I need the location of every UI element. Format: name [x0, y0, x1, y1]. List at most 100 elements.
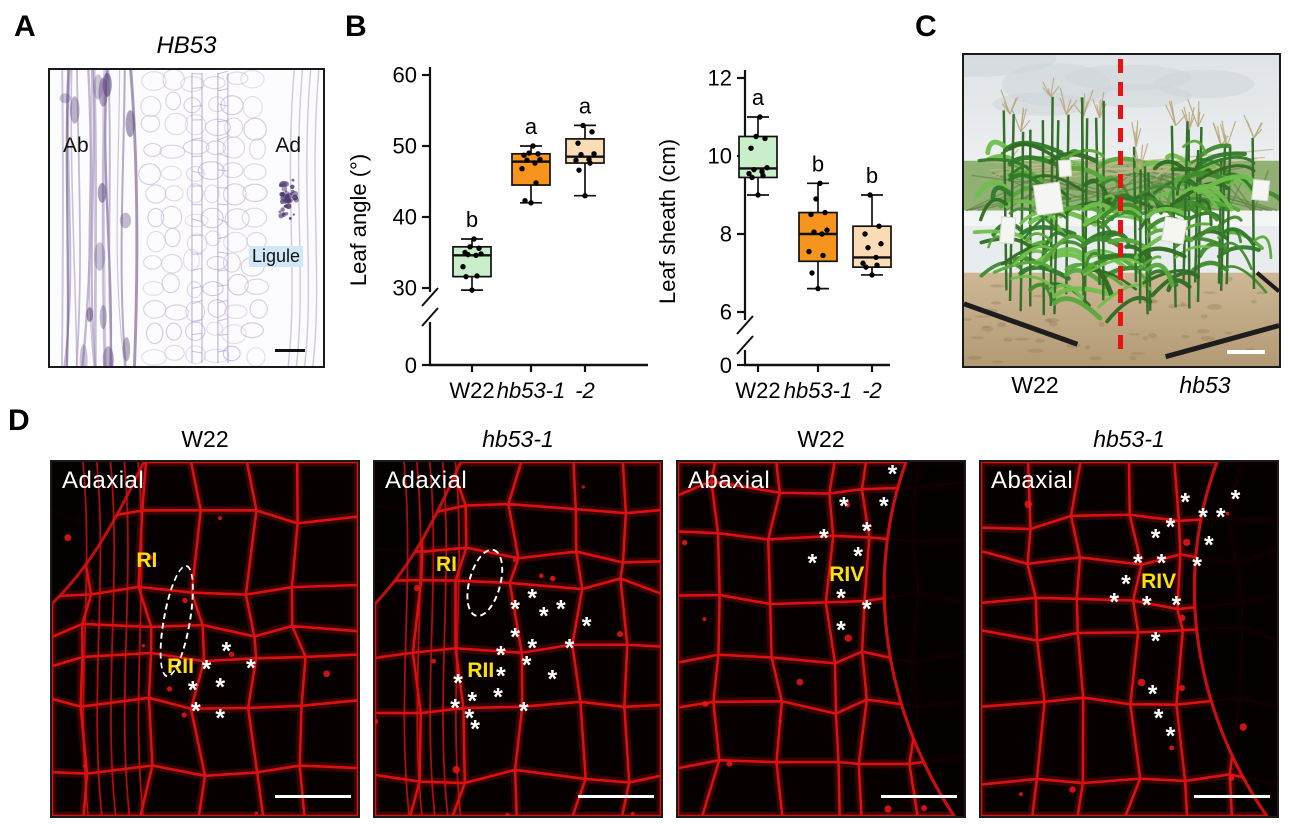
asterisk-marker: * [527, 634, 538, 663]
surface-label: Abaxial [991, 467, 1074, 494]
asterisk-marker: * [564, 634, 575, 663]
asterisk-marker: * [887, 460, 898, 489]
asterisk-marker: * [1230, 485, 1241, 514]
panel-c-field-photo [962, 53, 1281, 368]
asterisk-marker: * [1165, 513, 1176, 542]
asterisk-marker: * [1121, 570, 1131, 599]
svg-text:b: b [466, 207, 478, 232]
svg-text:30: 30 [393, 276, 417, 301]
asterisk-marker: * [1133, 549, 1143, 578]
asterisk-marker: * [521, 651, 532, 680]
asterisk-marker: * [861, 517, 872, 546]
svg-text:0: 0 [405, 353, 417, 378]
leaf-angle-boxplot: 30 40 50 60 0 Leaf angle (°) W22 hb53-1 -2 b a a [350, 63, 648, 403]
asterisk-marker: * [1156, 549, 1167, 578]
scale-bar [275, 349, 305, 352]
asterisk-marker: * [450, 694, 460, 723]
svg-text:12: 12 [708, 66, 732, 91]
confocal-abaxial-w22: Abaxial RIV * * * * * * * * * * [676, 460, 966, 818]
asterisk-marker: * [1150, 627, 1161, 656]
asterisk-marker: * [518, 697, 529, 726]
asterisk-marker: * [464, 704, 475, 733]
panel-c-letter: C [915, 10, 937, 43]
asterisk-marker: * [1147, 680, 1158, 709]
asterisk-marker: * [1204, 531, 1214, 560]
asterisk-marker: * [1215, 503, 1226, 532]
asterisk-marker: * [556, 595, 566, 624]
svg-text:Leaf angle (°): Leaf angle (°) [350, 154, 371, 286]
panel-a-letter: A [14, 10, 36, 43]
svg-text:W22: W22 [449, 378, 494, 403]
svg-text:hb53-1: hb53-1 [784, 378, 853, 403]
asterisk-marker: * [221, 637, 232, 666]
region-label-ri: RI [436, 552, 457, 576]
panel-a-title: HB53 [156, 32, 217, 59]
surface-label: Abaxial [688, 467, 771, 494]
asterisk-marker: * [818, 524, 829, 553]
asterisk-marker: * [1180, 488, 1191, 517]
asterisk-marker: * [807, 549, 818, 578]
asterisk-marker: * [527, 584, 538, 613]
asterisk-marker: * [201, 655, 212, 684]
svg-text:W22: W22 [735, 378, 780, 403]
panel-b-letter: B [345, 10, 367, 43]
asterisk-marker: * [1150, 524, 1161, 553]
asterisk-marker: * [493, 683, 503, 712]
asterisk-marker: * [1192, 552, 1202, 581]
region-label-riv: RIV [829, 563, 865, 587]
asterisk-marker: * [1165, 722, 1176, 751]
svg-text:a: a [579, 93, 592, 118]
asterisk-marker: * [495, 641, 506, 670]
svg-text:8: 8 [720, 222, 732, 247]
asterisk-marker: * [495, 662, 506, 691]
asterisk-marker: * [1153, 704, 1164, 733]
svg-text:6: 6 [720, 300, 732, 325]
leaf-sheath-boxplot: 6 8 10 12 0 Leaf sheath (cm) W22 hb53-1 -2 a b b [655, 66, 892, 403]
asterisk-marker: * [861, 595, 872, 624]
asterisk-marker: * [879, 492, 889, 521]
asterisk-marker: * [453, 669, 463, 698]
panel-d-letter: D [8, 404, 30, 437]
abaxial-side-label: Ab [63, 134, 89, 157]
svg-text:0: 0 [720, 353, 732, 378]
in-situ-tissue-art [50, 70, 323, 366]
confocal-cell-art [52, 462, 358, 816]
asterisk-marker: * [1171, 591, 1182, 620]
asterisk-marker: * [538, 602, 549, 631]
scale-bar [1227, 350, 1265, 354]
asterisk-marker: * [470, 715, 480, 744]
asterisk-marker: * [187, 676, 198, 705]
surface-label: Adaxial [385, 467, 468, 494]
surface-label: Adaxial [62, 467, 145, 494]
asterisk-marker: * [853, 542, 864, 571]
confocal-adaxial-hb53-1: Adaxial RI RII * * * * * * * * * * * * * * * * * * * [373, 460, 663, 818]
asterisk-marker: * [1141, 591, 1152, 620]
d-title-1: W22 [181, 426, 229, 452]
asterisk-marker: * [246, 654, 256, 683]
asterisk-marker: * [510, 623, 520, 652]
region-label-riv: RIV [1141, 570, 1177, 594]
adaxial-side-label: Ad [275, 134, 301, 157]
svg-text:-2: -2 [862, 378, 882, 403]
confocal-cell-art [678, 462, 964, 816]
asterisk-marker: * [510, 595, 520, 624]
asterisk-marker: * [215, 704, 226, 733]
region-label-ri: RI [136, 549, 158, 573]
d-title-2: hb53-1 [482, 426, 554, 452]
confocal-adaxial-w22: Adaxial RI RII * * * * * * * [50, 460, 360, 818]
asterisk-marker: * [1198, 503, 1208, 532]
confocal-abaxial-hb53-1: Abaxial RIV * * * * * * * * * * * * * * * * * * [979, 460, 1279, 818]
asterisk-marker: * [547, 665, 558, 694]
asterisk-marker: * [836, 616, 846, 645]
d-title-3: W22 [797, 426, 845, 452]
panel-a-micrograph: Ab Ad Ligule [48, 68, 325, 368]
divider-dashed-line [1117, 59, 1123, 356]
asterisk-marker: * [581, 612, 592, 641]
scale-bar [578, 794, 654, 798]
region-label-rii: RII [167, 655, 194, 679]
svg-text:a: a [752, 85, 765, 110]
confocal-cell-art [981, 462, 1277, 816]
asterisk-marker: * [190, 697, 201, 726]
genotype-label-hb53: hb53 [1179, 372, 1231, 398]
